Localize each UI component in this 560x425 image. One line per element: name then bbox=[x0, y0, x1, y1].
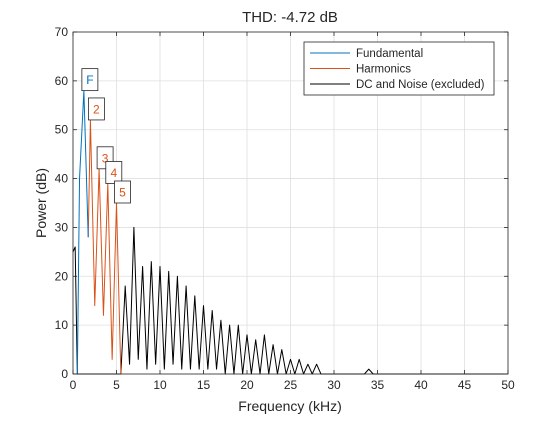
x-tick-label: 35 bbox=[371, 378, 385, 392]
peak-marker-box bbox=[88, 97, 105, 121]
x-tick-label: 50 bbox=[501, 378, 515, 392]
peak-marker-label: 3 bbox=[102, 151, 109, 165]
y-tick-label: 20 bbox=[55, 269, 69, 283]
legend: Fundamental Harmonics DC and Noise (excl… bbox=[303, 41, 495, 96]
x-tick-label: 0 bbox=[70, 378, 77, 392]
x-tick-label: 30 bbox=[327, 378, 341, 392]
legend-label-noise: DC and Noise (excluded) bbox=[356, 79, 485, 91]
legend-label-fundamental: Fundamental bbox=[356, 48, 423, 60]
ticks bbox=[72, 31, 509, 375]
peak-annotations: F 2 345 bbox=[81, 68, 131, 204]
x-axis-label: Frequency (kHz) bbox=[238, 398, 341, 414]
y-tick-labels: 0 10 20 30 40 50 60 70 bbox=[55, 25, 69, 381]
y-tick-label: 50 bbox=[55, 123, 69, 137]
series-line-fundamental bbox=[76, 90, 89, 375]
x-tick-labels: 0 5 10 15 20 25 30 35 40 45 50 bbox=[70, 378, 515, 392]
peak-marker-box bbox=[114, 180, 131, 204]
y-tick-label: 60 bbox=[55, 74, 69, 88]
legend-label-harmonics: Harmonics bbox=[356, 64, 411, 76]
y-tick-label: 0 bbox=[61, 367, 68, 381]
x-tick-label: 15 bbox=[197, 378, 211, 392]
peak-marker-label: 4 bbox=[110, 166, 117, 180]
chart-title: THD: -4.72 dB bbox=[242, 9, 338, 26]
y-tick-label: 40 bbox=[55, 172, 69, 186]
y-tick-label: 70 bbox=[55, 25, 69, 39]
y-axis-label: Power (dB) bbox=[33, 168, 49, 238]
x-tick-label: 40 bbox=[414, 378, 428, 392]
x-tick-label: 45 bbox=[458, 378, 472, 392]
peak-marker-box bbox=[105, 161, 123, 184]
peak-marker-label: F bbox=[86, 73, 93, 87]
y-tick-label: 10 bbox=[55, 318, 69, 332]
series-line-harmonics bbox=[87, 119, 122, 375]
x-tick-label: 10 bbox=[153, 378, 167, 392]
peak-marker-label: 2 bbox=[93, 102, 100, 116]
y-tick-label: 30 bbox=[55, 220, 69, 234]
x-tick-label: 20 bbox=[240, 378, 254, 392]
x-tick-label: 5 bbox=[113, 378, 120, 392]
peak-marker-box bbox=[81, 68, 99, 92]
peak-marker-label: 5 bbox=[119, 186, 126, 200]
x-tick-label: 25 bbox=[284, 378, 298, 392]
